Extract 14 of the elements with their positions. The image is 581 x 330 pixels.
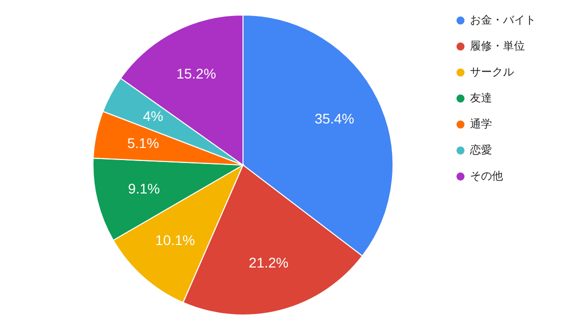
data-label: 10.1% [155, 232, 195, 248]
data-label: 5.1% [127, 135, 160, 152]
legend-label: サークル [470, 66, 514, 78]
legend-label: 履修・単位 [470, 40, 525, 52]
data-label: 35.4% [314, 110, 354, 127]
legend-label: 恋愛 [469, 144, 492, 156]
data-label: 21.2% [248, 254, 289, 271]
data-label: 4% [142, 108, 164, 124]
data-label: 9.1% [128, 180, 160, 196]
legend-label: 友達 [470, 92, 492, 104]
legend-label: 通学 [470, 118, 492, 130]
data-label: 15.2% [176, 65, 216, 82]
legend-label: お金・バイト [470, 14, 536, 26]
legend-label: その他 [470, 170, 503, 182]
